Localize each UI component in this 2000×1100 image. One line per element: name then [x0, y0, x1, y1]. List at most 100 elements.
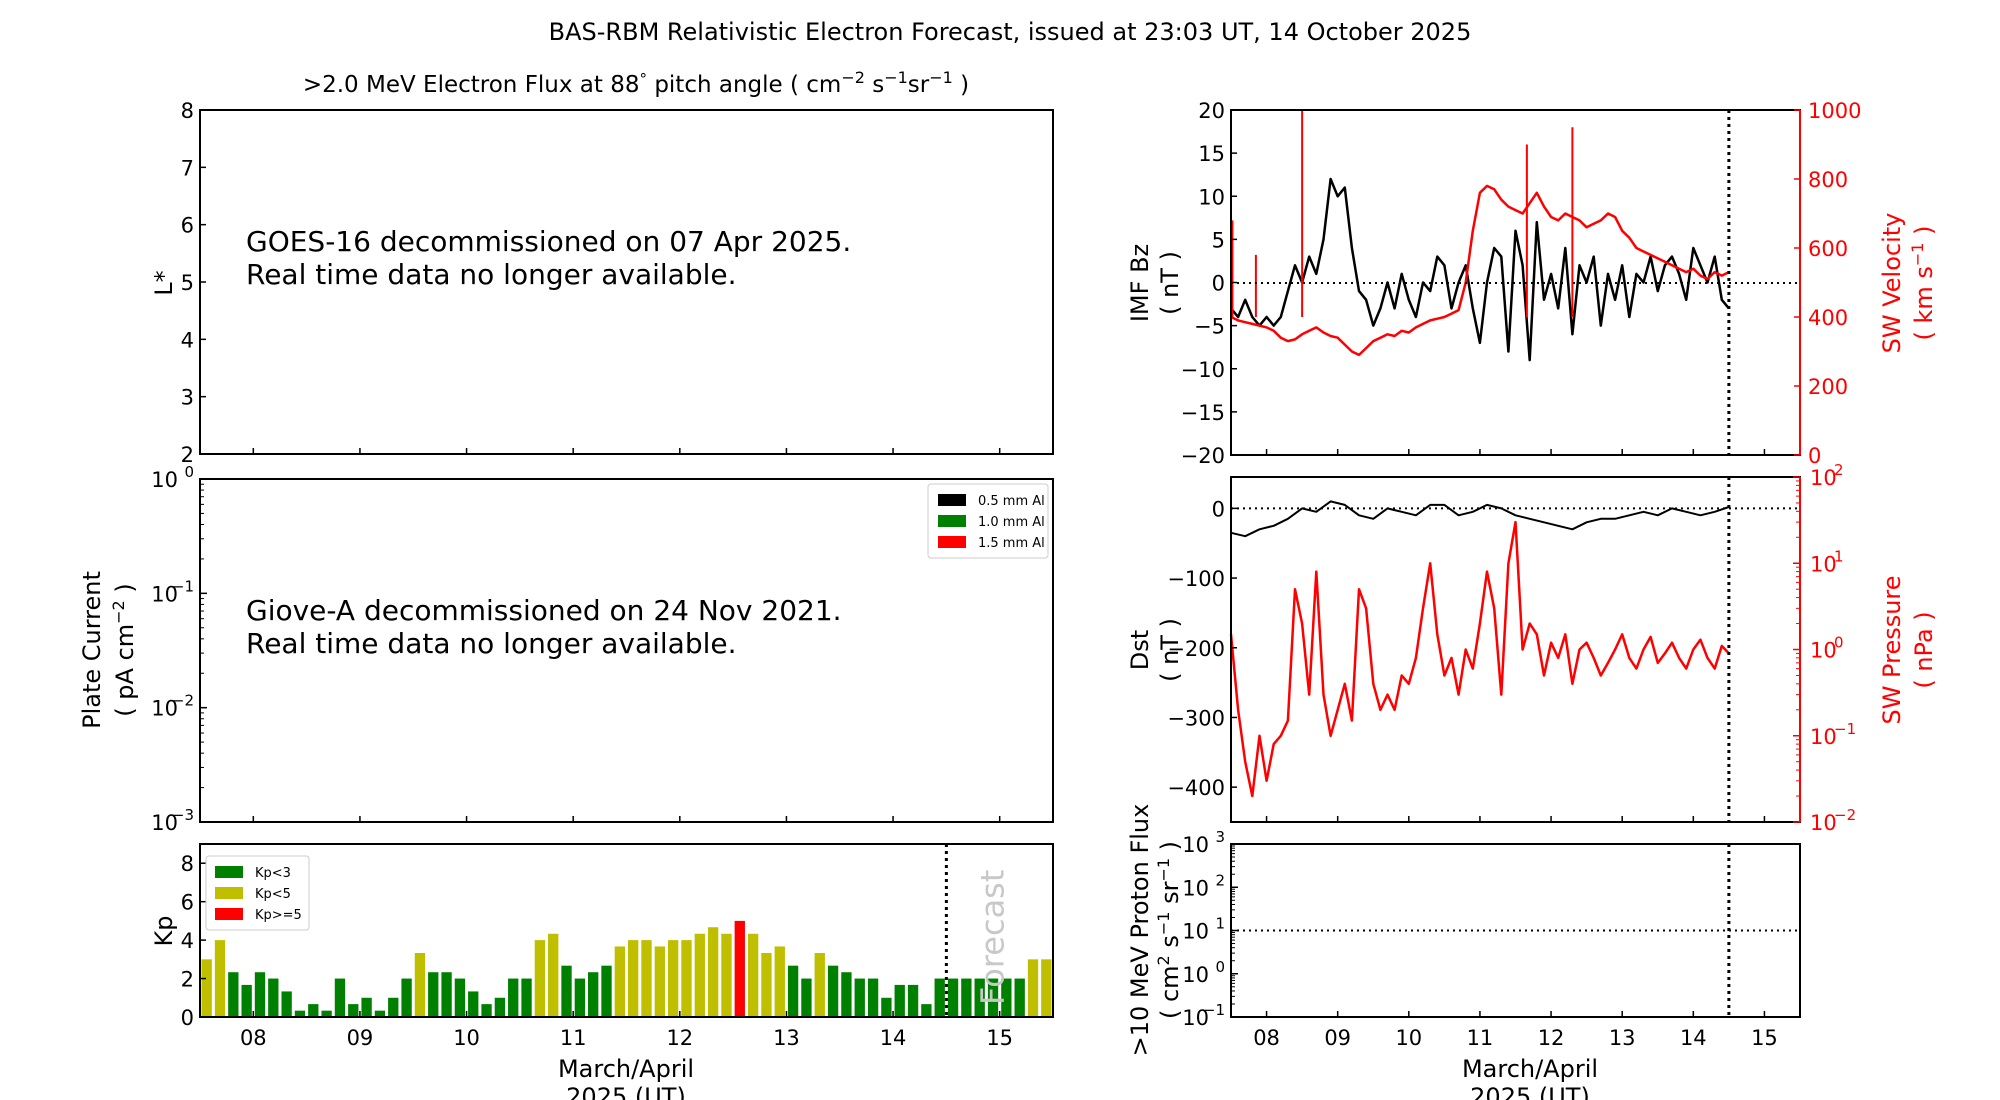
y-tick-label: 10 [1182, 876, 1209, 900]
y-tick-exponent: 1 [1215, 915, 1225, 933]
kp-bar [707, 927, 719, 1017]
kp-bar [894, 984, 905, 1017]
kp-bar [521, 978, 532, 1017]
kp-bar [321, 1010, 332, 1017]
electron-flux-message-line1: GOES-16 decommissioned on 07 Apr 2025. [246, 225, 851, 258]
y-tick-label: 4 [181, 328, 194, 352]
y-tick-label: 7 [181, 156, 194, 180]
y-tick-label: 10 [1810, 552, 1837, 576]
y-tick-label: 10 [1182, 963, 1209, 987]
legend-swatch [215, 908, 243, 920]
kp-bar [987, 978, 999, 1017]
kp-bar [721, 933, 732, 1017]
imf-bz-line [1230, 177, 1730, 362]
y-tick-label: 10 [1182, 920, 1209, 944]
sw-velocity-ylabel-line1: SW Velocity [1878, 213, 1906, 354]
y-tick-label: 1000 [1808, 99, 1861, 123]
y-tick-label: 10 [151, 811, 178, 835]
y-tick-label: −10 [1181, 358, 1225, 382]
y-tick-label: 400 [1808, 306, 1848, 330]
plate-current-message-line1: Giove-A decommissioned on 24 Nov 2021. [246, 594, 842, 627]
kp-bar [761, 952, 772, 1017]
y-tick-label: 10 [1810, 811, 1837, 835]
x-tick-label: 14 [880, 1026, 907, 1050]
kp-bar [414, 952, 426, 1017]
y-tick-label: −200 [1167, 637, 1225, 661]
proton-ylabel-line1: >10 MeV Proton Flux [1126, 804, 1154, 1057]
x-tick-label: 15 [986, 1026, 1013, 1050]
y-tick-label: 10 [151, 697, 178, 721]
kp-ylabel: Kp [150, 916, 178, 947]
y-tick-label: −300 [1167, 706, 1225, 730]
y-tick-label: 10 [151, 468, 178, 492]
kp-bar [281, 991, 292, 1017]
kp-bar [694, 933, 705, 1017]
y-tick-label: 10 [1810, 466, 1837, 490]
legend-label: Kp>=5 [255, 908, 302, 923]
y-tick-label: 20 [1198, 99, 1225, 123]
x-tick-label: 14 [1680, 1026, 1707, 1050]
legend-label: Kp<5 [255, 887, 291, 902]
y-tick-label: 800 [1808, 168, 1848, 192]
kp-legend: Kp<3 Kp<5 Kp>=5 [205, 855, 310, 931]
kp-bar [574, 978, 586, 1017]
kp-bar [294, 1010, 306, 1017]
kp-bar [374, 1010, 386, 1017]
y-tick-label: 0 [1808, 444, 1821, 468]
electron-flux-ylabel: L* [150, 270, 178, 295]
x-tick-label: 10 [1395, 1026, 1422, 1050]
y-tick-label: 0 [1212, 272, 1225, 296]
kp-bar [881, 997, 892, 1017]
x-tick-label: 09 [347, 1026, 374, 1050]
kp-bar [494, 997, 506, 1017]
kp-bar [774, 946, 785, 1017]
kp-bar [681, 940, 692, 1017]
kp-bar [974, 978, 985, 1017]
kp-bar [401, 978, 412, 1017]
y-tick-label: 2 [181, 968, 194, 992]
y-tick-label: 5 [181, 271, 194, 295]
y-tick-label: 10 [1810, 725, 1837, 749]
kp-bar [667, 940, 679, 1017]
sw-pressure-ylabel-line1: SW Pressure [1878, 575, 1906, 724]
y-tick-exponent: 0 [1834, 634, 1844, 652]
kp-bar [1014, 978, 1025, 1017]
sw-velocity-line [1230, 184, 1730, 357]
legend-label: Kp<3 [255, 866, 291, 881]
legend-swatch [938, 494, 966, 506]
imf-ylabel-line1: IMF Bz [1126, 244, 1154, 322]
plate-current-panel: 10−310−210−110 0 Plate Current ( pA cm−2 … [78, 463, 1054, 835]
y-tick-exponent: −1 [1834, 720, 1856, 738]
kp-bar [254, 972, 266, 1017]
y-tick-label: 6 [181, 214, 194, 238]
kp-bar [921, 1004, 932, 1017]
x-tick-label: 09 [1324, 1026, 1351, 1050]
kp-bar [1001, 978, 1012, 1017]
y-tick-label: 10 [1182, 833, 1209, 857]
kp-bar [228, 972, 239, 1017]
kp-bar [867, 978, 879, 1017]
y-tick-label: −100 [1167, 567, 1225, 591]
y-tick-label: 2 [181, 443, 194, 467]
kp-bar [454, 978, 466, 1017]
kp-bar [441, 972, 452, 1017]
proton-ylabel-line2: ( cm2 s−1 sr−1 ) [1154, 841, 1184, 1019]
legend-swatch [215, 866, 243, 878]
kp-bar [641, 940, 652, 1017]
kp-forecast-label: Forecast [973, 870, 1011, 1005]
kp-bar [561, 965, 572, 1017]
kp-bar [588, 972, 599, 1017]
y-tick-exponent: −2 [172, 692, 194, 710]
kp-bar [961, 978, 972, 1017]
y-tick-label: 600 [1808, 237, 1848, 261]
kp-bar [548, 933, 559, 1017]
kp-bar [1027, 959, 1039, 1017]
y-tick-label: 0 [181, 1006, 194, 1030]
electron-flux-panel: >2.0 MeV Electron Flux at 88° pitch angl… [150, 68, 1054, 467]
kp-bar [308, 1004, 319, 1017]
x-tick-label: 13 [1609, 1026, 1636, 1050]
x-tick-label: 12 [1538, 1026, 1565, 1050]
x-tick-label: 08 [240, 1026, 267, 1050]
